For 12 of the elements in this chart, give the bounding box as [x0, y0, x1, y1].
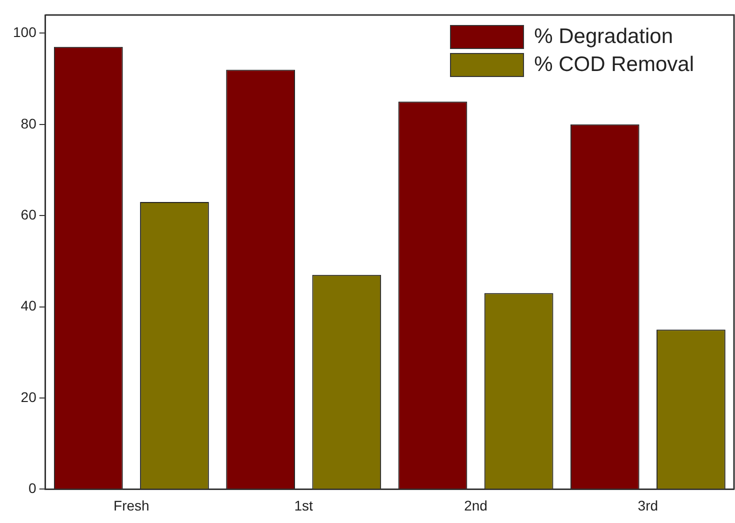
y-tick-label: 100 [13, 24, 37, 40]
x-tick-label: 3rd [638, 497, 658, 514]
x-tick-label: Fresh [114, 497, 150, 514]
y-tick-label: 60 [20, 206, 37, 222]
legend-label: % COD Removal [534, 53, 694, 77]
y-tick-label: 40 [20, 298, 37, 314]
legend-label: % Degradation [534, 25, 674, 49]
x-tick-label: 1st [294, 497, 314, 514]
y-tick-label: 20 [20, 388, 37, 405]
x-tick-label: 2nd [464, 497, 488, 514]
y-tick-label: 0 [28, 480, 37, 496]
y-tick-label: 80 [20, 115, 37, 132]
